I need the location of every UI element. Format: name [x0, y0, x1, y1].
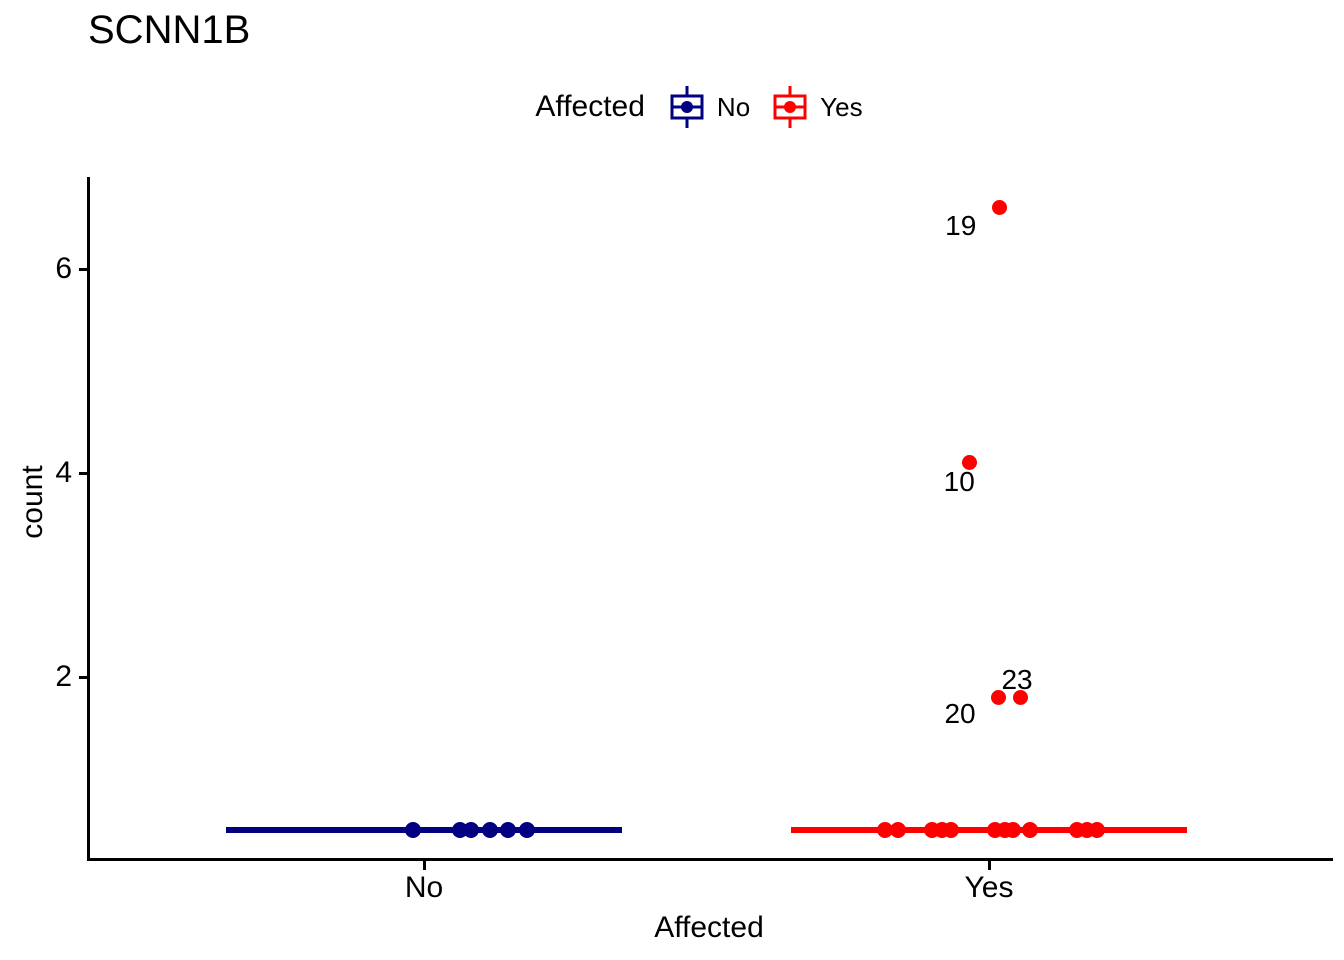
legend-item-label: No [716, 91, 751, 122]
jitter-point [481, 822, 498, 838]
outlier-point [990, 689, 1006, 705]
boxplot-key-icon [667, 84, 707, 130]
outlier-label: 19 [945, 209, 977, 241]
y-tick-label: 2 [55, 660, 72, 693]
x-axis-title: Affected [654, 911, 764, 944]
y-tick-mark [79, 675, 88, 679]
y-axis-title: count [16, 465, 49, 539]
legend: Affected No [88, 82, 1330, 132]
jitter-point [1022, 822, 1039, 838]
jitter-point [1088, 822, 1105, 838]
median-line-no [226, 827, 622, 833]
outlier-label: 10 [943, 465, 975, 497]
legend-title: Affected [535, 90, 645, 123]
jitter-point [404, 822, 421, 838]
x-tick-label: No [404, 871, 444, 904]
y-axis-line [87, 177, 90, 861]
outlier-label: 23 [1001, 664, 1033, 696]
outlier-label: 20 [944, 698, 976, 730]
y-tick-mark [79, 267, 88, 271]
jitter-point [518, 822, 535, 838]
outlier-point [1012, 689, 1028, 705]
x-tick-mark [422, 861, 426, 870]
x-tick-mark [987, 861, 991, 870]
legend-item-yes: Yes [770, 84, 863, 130]
jitter-point [499, 822, 516, 838]
y-tick-label: 4 [55, 456, 72, 489]
boxplot-key-icon [770, 84, 810, 130]
y-tick-label: 6 [55, 252, 72, 285]
jitter-point [1004, 822, 1021, 838]
jitter-point [890, 822, 907, 838]
jitter-point [877, 822, 894, 838]
legend-item-no: No [667, 84, 750, 130]
legend-item-label: Yes [820, 91, 863, 122]
plot-title: SCNN1B [88, 8, 251, 52]
jitter-point [463, 822, 480, 838]
x-axis-line [87, 858, 1333, 861]
jitter-point [943, 822, 960, 838]
outlier-point [961, 455, 977, 471]
outlier-point [992, 200, 1008, 216]
plot-panel: 2 4 6 No Yes 19 10 20 23 [55, 177, 1330, 904]
y-tick-mark [79, 471, 88, 475]
x-tick-label: Yes [964, 871, 1014, 904]
